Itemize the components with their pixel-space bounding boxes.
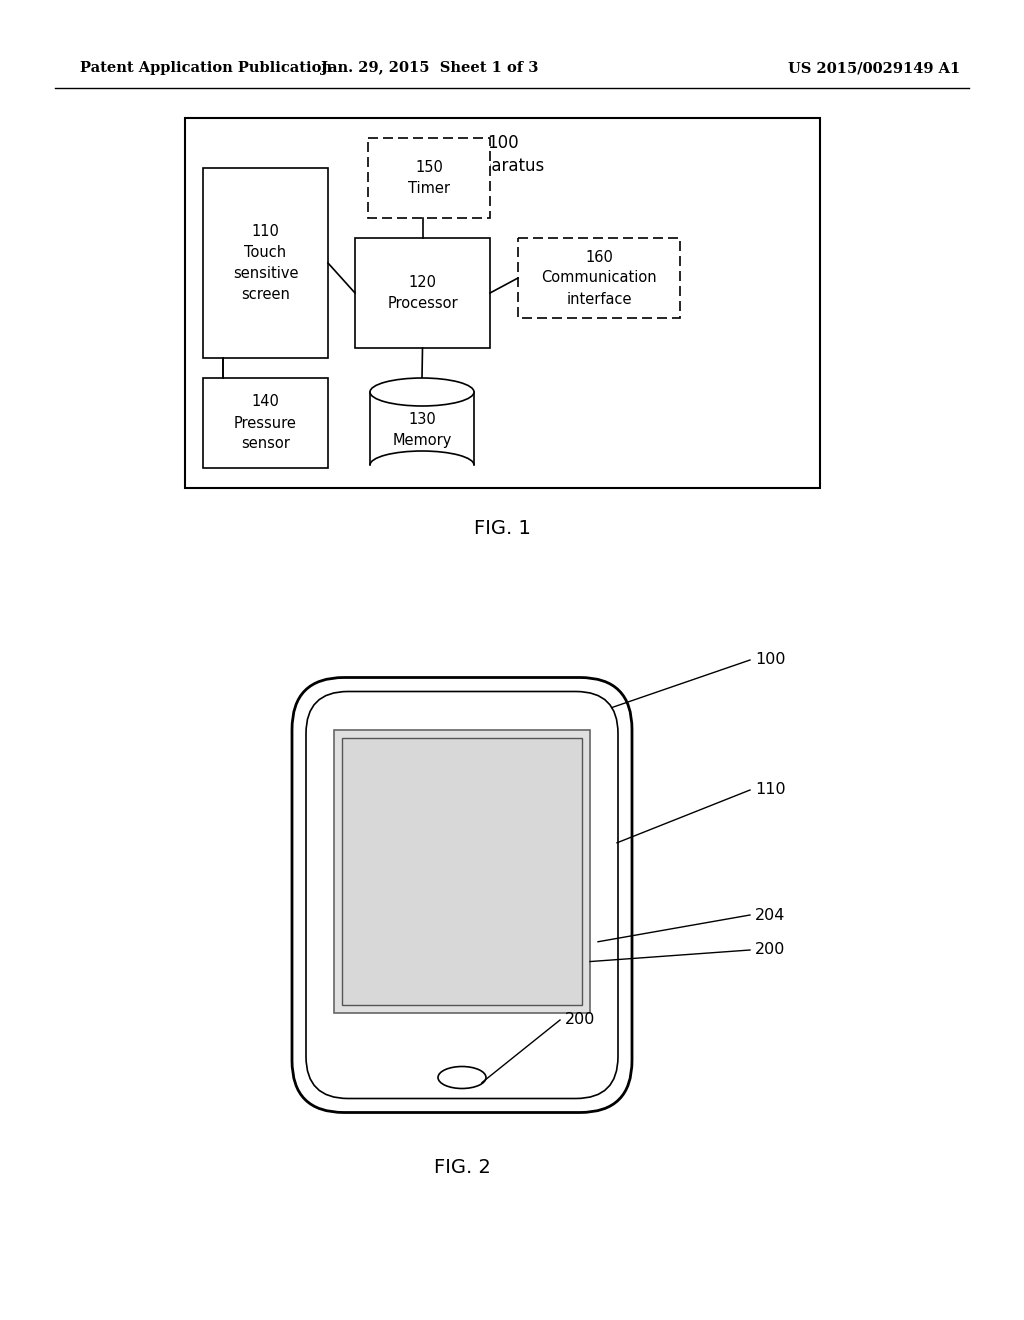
Bar	[203, 378, 328, 469]
Bar	[334, 730, 590, 1012]
Text: FIG. 2: FIG. 2	[433, 1158, 490, 1177]
Text: 160
Communication
interface: 160 Communication interface	[542, 249, 656, 306]
Bar	[368, 139, 490, 218]
Text: 100: 100	[486, 135, 518, 152]
Bar	[203, 168, 328, 358]
Text: 140
Pressure
sensor: 140 Pressure sensor	[234, 395, 297, 451]
Text: 204: 204	[755, 908, 785, 923]
Text: 120
Processor: 120 Processor	[387, 275, 458, 312]
Bar	[342, 738, 582, 1005]
Bar	[518, 238, 680, 318]
Text: Patent Application Publication: Patent Application Publication	[80, 61, 332, 75]
Text: 110
Touch
sensitive
screen: 110 Touch sensitive screen	[232, 224, 298, 302]
Bar	[185, 117, 820, 488]
Text: 100: 100	[755, 652, 785, 668]
Ellipse shape	[438, 1067, 486, 1089]
Text: 130
Memory: 130 Memory	[392, 412, 452, 447]
FancyBboxPatch shape	[306, 692, 618, 1098]
FancyBboxPatch shape	[292, 677, 632, 1113]
Bar	[355, 238, 490, 348]
Text: US 2015/0029149 A1: US 2015/0029149 A1	[787, 61, 961, 75]
Text: 200: 200	[565, 1012, 595, 1027]
Text: 150
Timer: 150 Timer	[408, 160, 450, 195]
Ellipse shape	[370, 378, 474, 407]
Text: Apparatus: Apparatus	[460, 157, 545, 176]
Text: 200: 200	[755, 942, 785, 957]
Text: 110: 110	[755, 783, 785, 797]
Text: Jan. 29, 2015  Sheet 1 of 3: Jan. 29, 2015 Sheet 1 of 3	[322, 61, 539, 75]
Text: FIG. 1: FIG. 1	[474, 519, 530, 537]
